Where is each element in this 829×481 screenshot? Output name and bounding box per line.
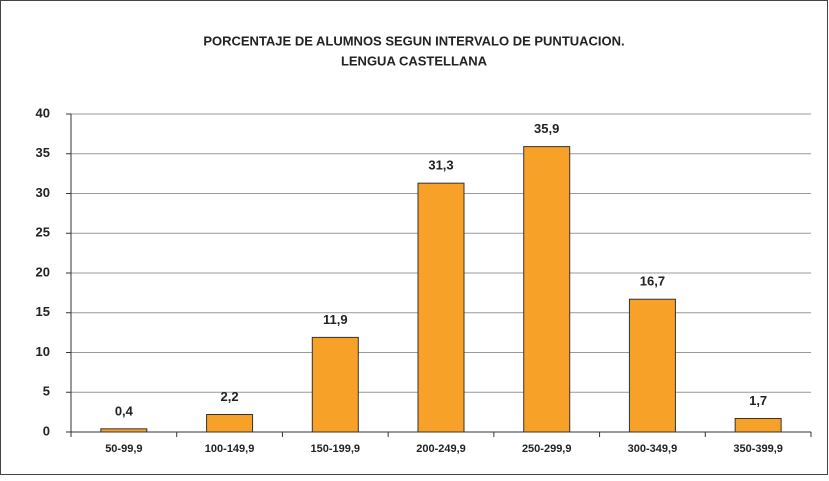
value-label: 1,7 xyxy=(749,393,767,408)
value-label: 16,7 xyxy=(640,274,665,289)
chart-title: PORCENTAJE DE ALUMNOS SEGUN INTERVALO DE… xyxy=(203,33,624,48)
bar xyxy=(734,417,782,433)
value-label: 31,3 xyxy=(428,158,453,173)
bar xyxy=(417,182,465,433)
bar xyxy=(311,336,359,433)
y-tick-label: 40 xyxy=(36,105,50,120)
value-label: 2,2 xyxy=(221,389,239,404)
x-tick-label: 200-249,9 xyxy=(416,443,466,455)
value-label: 0,4 xyxy=(115,403,134,418)
value-label: 11,9 xyxy=(323,312,348,327)
x-tick-label: 300-349,9 xyxy=(628,443,678,455)
bar xyxy=(206,414,254,433)
y-tick-label: 35 xyxy=(36,145,50,160)
y-tick-label: 25 xyxy=(36,225,50,240)
bar xyxy=(523,146,571,433)
x-tick-label: 50-99,9 xyxy=(105,443,142,455)
bar xyxy=(628,298,676,433)
y-tick-label: 30 xyxy=(36,185,50,200)
y-tick-label: 15 xyxy=(36,304,50,319)
y-tick-label: 5 xyxy=(43,384,50,399)
y-tick-label: 20 xyxy=(36,264,50,279)
x-tick-label: 150-199,9 xyxy=(311,443,361,455)
y-tick-label: 0 xyxy=(43,423,50,438)
x-tick-label: 100-149,9 xyxy=(205,443,255,455)
x-tick-label: 250-299,9 xyxy=(522,443,572,455)
chart-subtitle: LENGUA CASTELLANA xyxy=(341,53,488,68)
bar xyxy=(100,428,148,433)
x-tick-label: 350-399,9 xyxy=(733,443,783,455)
value-label: 35,9 xyxy=(534,121,559,136)
y-tick-label: 10 xyxy=(36,344,50,359)
